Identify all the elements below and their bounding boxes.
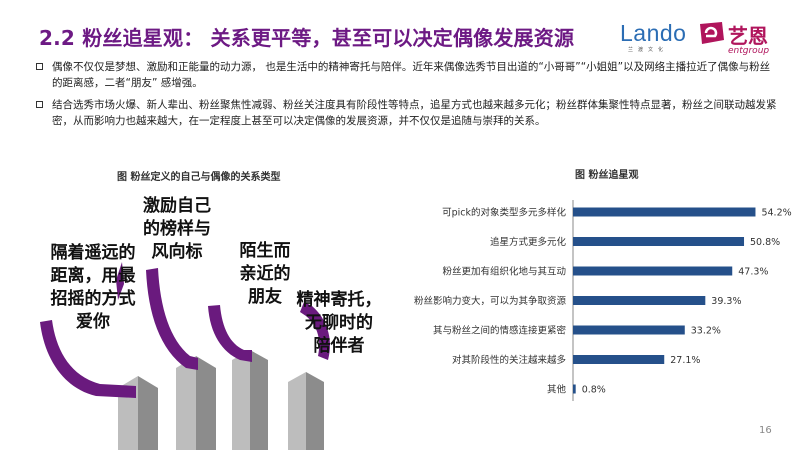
bar — [573, 325, 685, 335]
bar — [573, 207, 756, 217]
page-title: 2.2 粉丝追星观： 关系更平等，甚至可以决定偶像发展资源 — [39, 26, 575, 50]
relation-label-line: 陪伴者 — [313, 336, 365, 356]
lando-logo: Lando 兰渡文化 — [620, 20, 686, 60]
chart-title: 图 粉丝追星观 — [575, 170, 639, 181]
relation-label: 陌生而 亲近的 朋友 — [233, 240, 297, 309]
entgroup-logo: 艺恩 entgroup — [696, 20, 782, 60]
bullet-point: 偶像不仅仅是梦想、激励和正能量的动力源， 也是生活中的精神寄托与陪伴。近年来偶像… — [36, 59, 780, 91]
value-label: 47.3% — [738, 267, 768, 278]
checkbox-bullet-icon — [36, 101, 43, 108]
relation-label: 精神寄托， 无聊时的 陪伴者 — [284, 289, 394, 358]
relation-label-line: 的榜样与 — [143, 219, 211, 239]
category-label: 对其阶段性的关注越来越多 — [452, 354, 566, 366]
bar — [573, 237, 745, 246]
bullet-point: 结合选秀市场火爆、新人辈出、粉丝聚焦性减弱、粉丝关注度具有阶段性等特点，追星方式… — [36, 97, 780, 129]
bar — [573, 266, 733, 276]
bar — [573, 296, 706, 305]
bar — [573, 355, 665, 364]
value-label: 54.2% — [761, 208, 791, 219]
bullet-text: 结合选秀市场火爆、新人辈出、粉丝聚焦性减弱、粉丝关注度具有阶段性等特点，追星方式… — [52, 99, 777, 127]
relation-label-line: 陌生而 — [239, 241, 291, 261]
category-label: 其与粉丝之间的情感连接更紧密 — [433, 325, 567, 337]
relation-figure-caption: 图 粉丝定义的自己与偶像的关系类型 — [117, 172, 281, 183]
relation-label-line: 风向标 — [151, 242, 203, 262]
checkbox-bullet-icon — [36, 63, 43, 70]
relation-label: 隔着遥远的 距离，用最 招摇的方式 爱你 — [36, 242, 150, 334]
category-label: 粉丝更加有组织化地与其互动 — [442, 266, 566, 278]
category-label: 追星方式更多元化 — [490, 236, 567, 248]
relation-label-line: 隔着遥远的 — [50, 243, 136, 263]
relation-label-line: 无聊时的 — [305, 313, 373, 333]
relation-label: 激励自己 的榜样与 风向标 — [137, 195, 217, 264]
value-label: 39.3% — [711, 296, 741, 307]
category-label: 其他 — [547, 384, 567, 396]
relation-label-line: 朋友 — [248, 287, 282, 307]
value-label: 0.8% — [582, 385, 606, 396]
relation-label-line: 激励自己 — [143, 196, 211, 216]
relation-label-line: 招摇的方式 — [50, 289, 136, 309]
category-label: 可pick的对象类型多元多样化 — [442, 207, 566, 219]
relation-label-line: 精神寄托， — [296, 290, 382, 310]
value-label: 27.1% — [670, 355, 700, 366]
bar — [573, 384, 576, 394]
entgroup-logo-text: 艺恩 — [728, 24, 768, 48]
entgroup-logo-subtext: entgroup — [728, 46, 770, 56]
category-label: 粉丝影响力变大，可以为其争取资源 — [414, 295, 567, 307]
relation-label-line: 距离，用最 — [50, 266, 136, 286]
lando-logo-text: Lando — [620, 20, 687, 46]
entgroup-logo-icon — [700, 22, 724, 44]
lando-logo-subtext: 兰渡文化 — [628, 47, 669, 53]
value-label: 33.2% — [691, 326, 721, 337]
relation-label-line: 亲近的 — [239, 264, 291, 284]
page-number: 16 — [759, 425, 772, 436]
value-label: 50.8% — [750, 237, 780, 248]
bullet-text: 偶像不仅仅是梦想、激励和正能量的动力源， 也是生活中的精神寄托与陪伴。近年来偶像… — [52, 61, 771, 89]
relation-label-line: 爱你 — [76, 312, 110, 332]
